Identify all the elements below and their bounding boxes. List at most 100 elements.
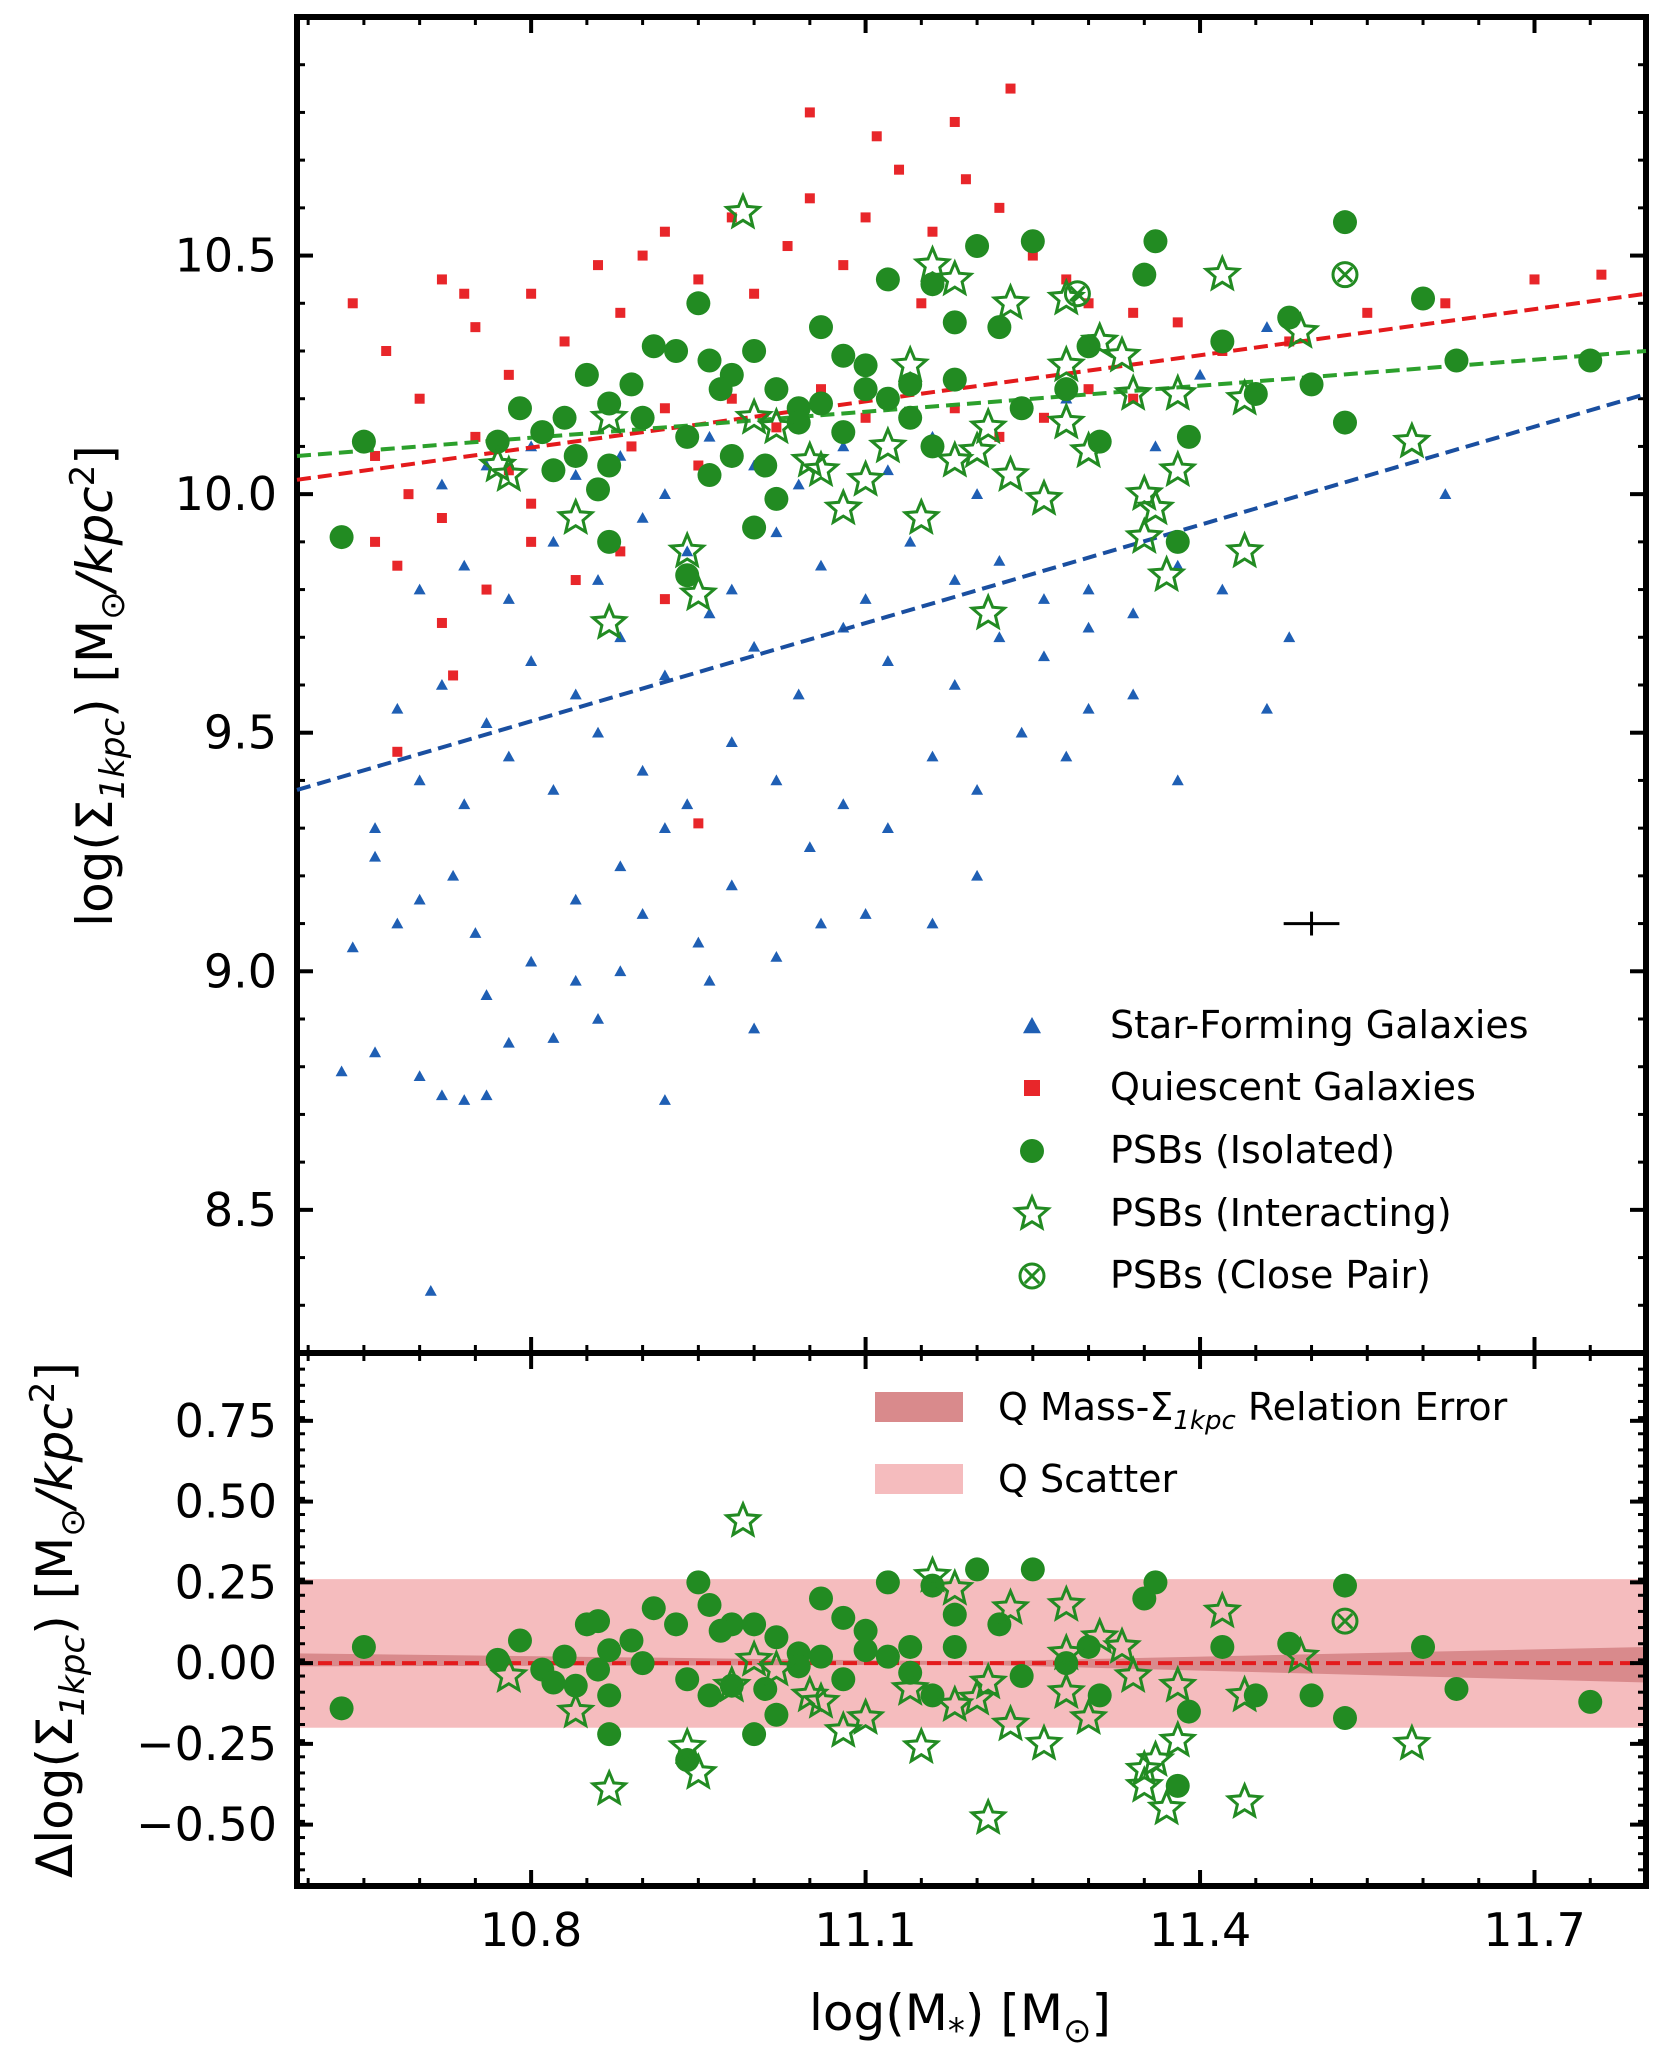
psb-isolated-point (965, 1557, 990, 1582)
q-point (927, 226, 938, 237)
sf-point (948, 574, 961, 585)
psb-interacting-point (1046, 1584, 1087, 1622)
sf-point (458, 798, 471, 810)
sf-point (881, 655, 894, 666)
sf-point (569, 893, 582, 905)
close-pair-ring (1331, 1607, 1359, 1635)
psb-isolated-point (586, 1609, 611, 1634)
sf-point (748, 640, 761, 652)
psb-interacting-point (845, 1697, 886, 1735)
psb-isolated-point (898, 405, 923, 430)
psb-interacting-point (1124, 1765, 1165, 1803)
psb-isolated-point (1578, 1689, 1603, 1714)
sf-point (971, 488, 984, 499)
psb-interacting-point (756, 1648, 797, 1687)
psb-interacting-point (990, 454, 1031, 492)
psb-interacting-point (1202, 1590, 1243, 1629)
q-point (749, 288, 760, 299)
top-fit-lines (296, 291, 1647, 792)
sf-point (993, 554, 1006, 566)
psb-isolated-point (831, 420, 856, 445)
x-tick-label: 10.8 (480, 1903, 582, 1957)
psb-interacting-point (1124, 516, 1165, 554)
psb-isolated-point (675, 424, 700, 449)
q-point (659, 594, 670, 605)
psb-isolated-point (597, 1683, 622, 1708)
psb-isolated-point (1210, 329, 1235, 354)
sf-point (803, 841, 816, 853)
top-panel: 8.5 9.0 9.5 10.0 10.5 Star-Forming Galaxies … (63, 14, 1649, 1356)
sf-point (1283, 631, 1296, 643)
legend-label-error: Q Mass-Σ1kpc Relation Error (998, 1385, 1508, 1436)
sf-point (1260, 321, 1273, 332)
q-point (1128, 307, 1139, 318)
psb-isolated-point (686, 1570, 711, 1595)
psb-interacting-point (1224, 530, 1265, 569)
psb-interacting-point (667, 530, 708, 569)
sf-point (814, 559, 827, 571)
q-point (1362, 307, 1373, 318)
q-point (503, 369, 514, 380)
psb-isolated-point (942, 310, 967, 335)
q-point (448, 670, 459, 681)
q-point (726, 212, 737, 223)
sf-point (480, 989, 493, 1000)
q-point (1038, 412, 1049, 423)
psb-interacting-point (990, 1587, 1031, 1626)
psb-isolated-point (329, 1696, 354, 1721)
sf-point (547, 783, 560, 795)
legend-label: Star-Forming Galaxies (1110, 1003, 1529, 1047)
q-point (782, 241, 793, 252)
psb-interacting-point (845, 458, 886, 497)
legend-entry-psb-isolated: PSBs (Isolated) (1020, 1128, 1395, 1172)
q-point (804, 107, 815, 118)
sf-point (770, 950, 783, 962)
sf-point (881, 822, 894, 833)
psb-interacting-point (901, 497, 942, 535)
psb-close-pair-point (1331, 1607, 1359, 1635)
psb-interacting-point (1024, 477, 1064, 516)
sf-point (1439, 488, 1452, 499)
psb-isolated-point (742, 515, 767, 540)
sf-point (480, 717, 493, 728)
psb-interacting-point (1391, 420, 1432, 459)
psb-interacting-point (1224, 1674, 1265, 1713)
psb-interacting-point (912, 1555, 953, 1593)
psb-interacting-point (968, 406, 1009, 445)
y-tick-label: −0.50 (136, 1798, 277, 1852)
psb-isolated-point (753, 1676, 778, 1701)
psb-isolated-point (1332, 1706, 1357, 1731)
sf-point (1127, 688, 1140, 700)
sf-point (1149, 440, 1162, 452)
psb-isolated-point (742, 1612, 767, 1637)
psb-isolated-point (530, 420, 555, 445)
psb-isolated-point (563, 443, 588, 468)
psb-isolated-point (942, 1602, 967, 1627)
psb-interacting-point (1046, 1671, 1087, 1710)
psb-isolated-point (1054, 1651, 1079, 1676)
q-point (392, 560, 403, 571)
sf-point (413, 1070, 426, 1082)
psb-isolated-point (697, 348, 722, 373)
psb-isolated-point (1165, 529, 1190, 554)
psb-interacting-point (1024, 1723, 1064, 1761)
psb-isolated-point (1332, 1573, 1357, 1598)
q-point (459, 288, 470, 299)
q-point (726, 393, 737, 404)
psb-isolated-point (753, 453, 778, 478)
sf-point (971, 783, 984, 795)
legend-entry-quiescent: Quiescent Galaxies (1024, 1065, 1476, 1109)
legend-entry-star-forming: Star-Forming Galaxies (1023, 1003, 1529, 1047)
psb-interacting-point (756, 406, 797, 445)
psb-isolated-point (920, 1573, 945, 1598)
sf-point (993, 631, 1006, 643)
q-point (1529, 274, 1540, 285)
legend-label: Quiescent Galaxies (1110, 1065, 1476, 1109)
legend-marker-circle (1020, 1139, 1044, 1163)
psb-interacting-point (1068, 430, 1109, 469)
psb-isolated-point (764, 1625, 789, 1650)
sf-point (480, 1089, 493, 1101)
sf-point (369, 822, 382, 833)
psb-isolated-point (697, 1683, 722, 1708)
sf-point (703, 607, 716, 619)
